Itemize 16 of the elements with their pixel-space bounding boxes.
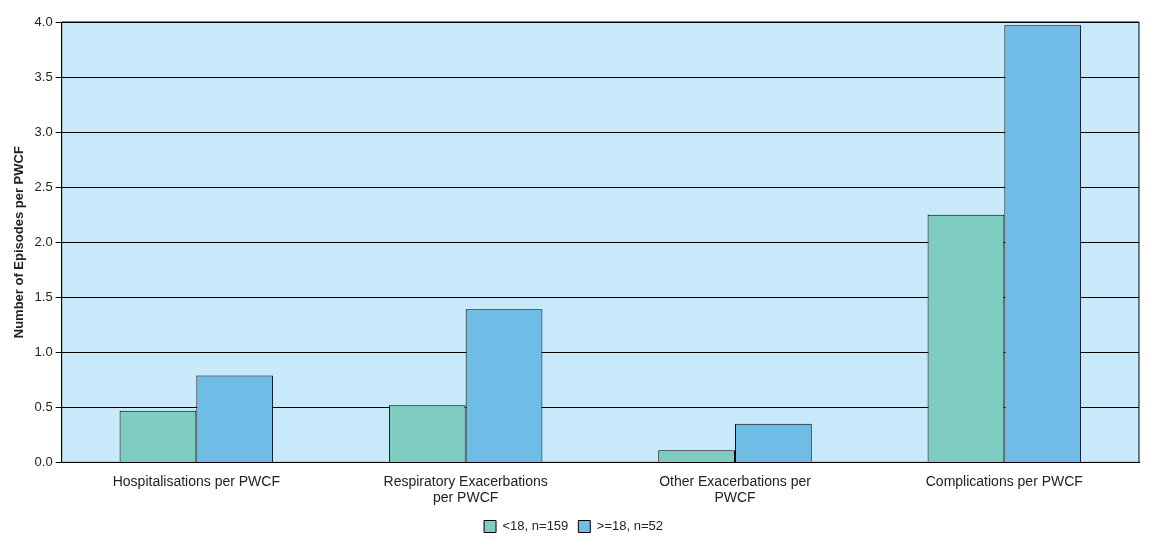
y-tick-label: 0.5 xyxy=(34,398,53,414)
y-tick-label: 3.5 xyxy=(34,68,53,84)
y-tick-label: 0.0 xyxy=(34,453,53,469)
y-tick-label: 1.5 xyxy=(34,288,53,304)
legend-label: <18, n=159 xyxy=(502,518,569,534)
x-tick-label: Other Exacerbations per PWCF xyxy=(659,472,812,506)
x-tick-label: Hospitalisations per PWCF xyxy=(112,472,280,489)
y-tick-label: 3.0 xyxy=(34,123,53,139)
x-tick-label: Respiratory Exacerbations per PWCF xyxy=(383,472,548,506)
y-tick-label: 4.0 xyxy=(34,13,53,29)
y-tick-label: 2.5 xyxy=(34,178,53,194)
y-axis-title: Number of Episodes per PWCF xyxy=(11,146,27,339)
y-tick-label: 1.0 xyxy=(34,343,53,359)
y-tick-label: 2.0 xyxy=(34,233,53,249)
legend-label: >=18, n=52 xyxy=(596,518,663,534)
x-tick-label: Complications per PWCF xyxy=(925,472,1083,489)
